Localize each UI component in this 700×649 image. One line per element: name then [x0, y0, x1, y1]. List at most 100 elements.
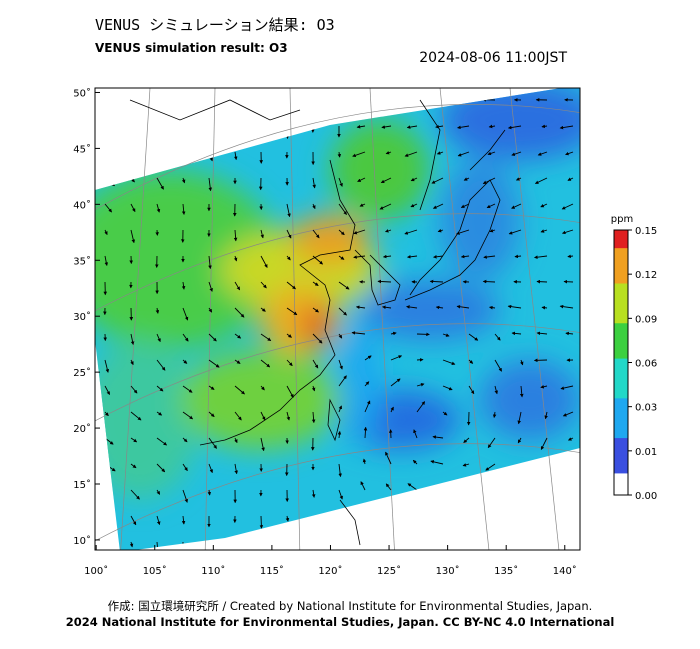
wind-arrow — [561, 229, 574, 235]
wind-arrow — [359, 203, 366, 207]
wind-arrow — [337, 151, 342, 158]
wind-arrow — [234, 281, 241, 291]
colorbar-segment — [614, 446, 628, 452]
wind-arrow — [208, 411, 215, 418]
x-tick-label: 115˚ — [260, 565, 284, 577]
wind-arrow — [155, 307, 160, 314]
wind-arrow — [312, 333, 323, 344]
wind-arrow — [182, 333, 189, 342]
wind-arrow — [260, 437, 265, 452]
colorbar-segment — [614, 371, 628, 377]
wind-arrow — [129, 541, 134, 548]
colorbar-segment — [614, 256, 628, 262]
wind-arrow — [104, 229, 108, 236]
wind-arrow — [385, 483, 392, 491]
wind-arrow — [567, 254, 574, 259]
colorbar-segment — [614, 468, 628, 474]
wind-arrow — [286, 359, 293, 367]
colorbar-segment — [614, 322, 628, 328]
wind-arrow — [233, 229, 238, 242]
wind-arrow — [541, 124, 548, 129]
wind-arrow — [494, 333, 501, 341]
y-tick-label: 30˚ — [73, 311, 91, 323]
wind-arrow — [540, 384, 548, 389]
wind-arrow — [104, 385, 110, 396]
wind-arrow — [234, 437, 238, 444]
wind-arrow — [286, 307, 298, 316]
x-tick-label: 125˚ — [377, 565, 401, 577]
wind-arrow — [407, 483, 418, 491]
colorbar-segment — [614, 291, 628, 297]
wind-arrow — [456, 229, 470, 235]
wind-arrow — [286, 333, 292, 338]
colorbar-segment — [614, 375, 628, 381]
colorbar-segment — [614, 406, 628, 412]
wind-arrow — [537, 151, 548, 156]
wind-arrow — [260, 333, 272, 342]
wind-arrow — [208, 333, 217, 342]
wind-arrow — [364, 400, 371, 413]
title: VENUS シミュレーション結果: O3 — [95, 16, 335, 34]
wind-arrow — [352, 151, 366, 158]
wind-arrow — [182, 307, 189, 321]
wind-arrow — [181, 515, 186, 525]
wind-arrow — [460, 203, 470, 208]
credit: 作成: 国立環境研究所 / Created by National Instit… — [108, 599, 593, 613]
wind-arrow — [385, 451, 392, 465]
colorbar-segment — [614, 336, 628, 341]
wind-arrow — [561, 203, 574, 210]
x-tick-label: 130˚ — [436, 565, 460, 577]
wind-arrow — [181, 203, 186, 215]
wind-arrow — [208, 359, 220, 368]
x-tick-label: 120˚ — [318, 565, 342, 577]
wind-arrow — [233, 151, 238, 161]
colorbar-segment — [614, 353, 628, 359]
wind-arrow — [130, 463, 137, 469]
wind-arrow — [482, 279, 496, 284]
wind-arrow — [130, 385, 138, 394]
wind-arrow — [130, 203, 136, 213]
wind-arrow — [234, 385, 245, 395]
colorbar-segment — [614, 318, 628, 324]
wind-arrow — [410, 203, 418, 208]
wind-arrow — [286, 411, 291, 421]
wind-arrow — [416, 383, 425, 387]
wind-arrow — [562, 411, 574, 417]
wind-arrow — [437, 228, 444, 233]
wind-arrow — [457, 151, 470, 157]
wind-arrow — [540, 437, 548, 450]
wind-arrow — [312, 281, 319, 286]
wind-arrow — [208, 281, 213, 292]
wind-arrow — [442, 411, 448, 416]
wind-arrow — [511, 203, 522, 209]
wind-arrow — [286, 385, 294, 398]
wind-arrow — [181, 281, 186, 290]
wind-arrow — [488, 305, 496, 310]
colorbar-segment — [614, 415, 628, 421]
wind-arrow — [285, 515, 290, 522]
colorbar-tick-label: 0.01 — [635, 447, 657, 458]
wind-arrow — [260, 385, 265, 391]
wind-arrow — [436, 151, 444, 155]
wind-arrow — [382, 305, 392, 310]
wind-arrow — [514, 254, 522, 259]
wind-arrow — [517, 411, 522, 425]
wind-arrow — [355, 305, 366, 310]
wind-arrow — [338, 359, 343, 370]
y-tick-label: 45˚ — [73, 143, 91, 155]
wind-arrow — [338, 375, 347, 387]
map-area — [95, 88, 580, 550]
colorbar-segment — [614, 419, 628, 425]
wind-arrow — [156, 385, 164, 392]
wind-arrow — [156, 333, 161, 343]
wind-arrow — [260, 411, 266, 421]
wind-arrow — [390, 378, 401, 387]
wind-arrow — [312, 229, 320, 239]
y-tick-label: 15˚ — [73, 479, 91, 491]
colorbar-segment — [614, 278, 628, 284]
wind-arrow — [540, 203, 548, 208]
wind-arrow — [130, 359, 134, 366]
wind-arrow — [536, 279, 548, 284]
colorbar-segment — [614, 331, 628, 337]
wind-arrow — [338, 177, 343, 187]
